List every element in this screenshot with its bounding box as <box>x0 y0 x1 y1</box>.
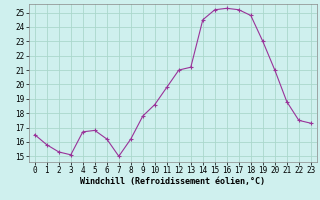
X-axis label: Windchill (Refroidissement éolien,°C): Windchill (Refroidissement éolien,°C) <box>80 177 265 186</box>
